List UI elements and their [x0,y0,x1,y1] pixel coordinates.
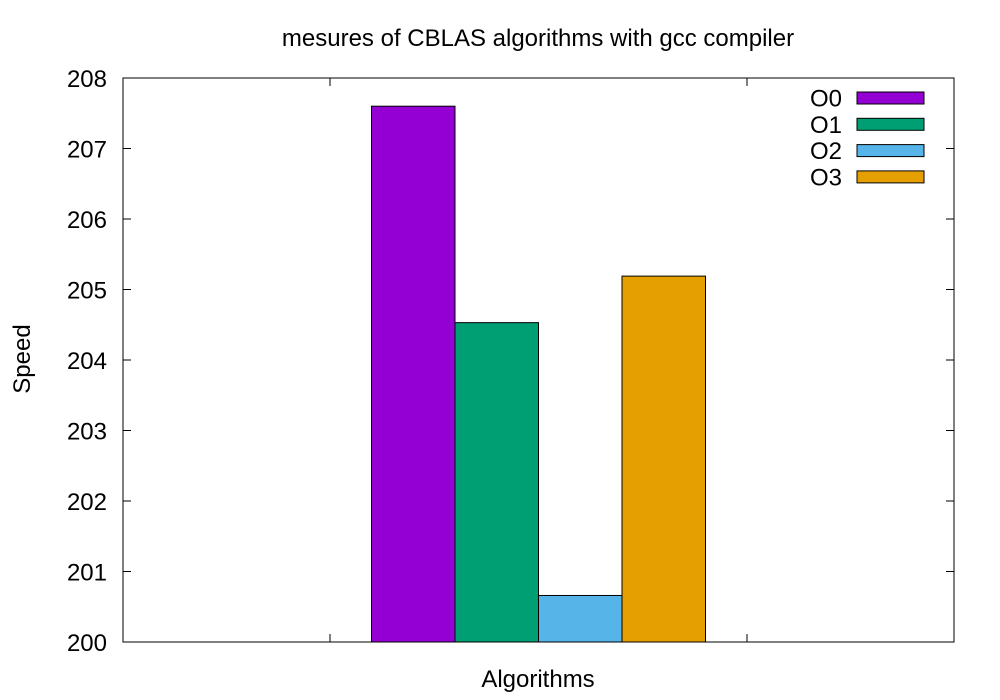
legend-swatch-o3 [856,170,925,184]
chart-title: mesures of CBLAS algorithms with gcc com… [282,25,794,52]
bars [371,105,706,643]
bar-o2 [538,594,623,643]
legend-label-o0: O0 [810,86,842,113]
y-axis-ticks: 200 201 202 203 204 205 206 207 208 [67,66,954,657]
y-tick-label: 207 [67,137,107,164]
legend-swatch-o0 [856,91,925,105]
bar-o1 [454,322,539,643]
y-tick-label: 208 [67,66,107,93]
legend-swatch-o1 [856,117,925,131]
y-tick-label: 202 [67,489,107,516]
plot-frame [122,77,955,643]
x-axis-label: Algorithms [481,666,594,693]
legend-swatch-o2 [856,144,925,158]
y-tick-label: 203 [67,419,107,446]
y-tick-label: 204 [67,348,107,375]
y-tick-label: 205 [67,278,107,305]
y-tick-label: 206 [67,207,107,234]
legend-label-o1: O1 [810,112,842,139]
bar-o0 [371,105,456,643]
y-tick-label: 201 [67,560,107,587]
legend-label-o3: O3 [810,164,842,191]
bar-o3 [621,275,706,643]
y-axis-label: Speed [9,324,36,393]
legend-label-o2: O2 [810,138,842,165]
y-tick-label: 200 [67,630,107,657]
